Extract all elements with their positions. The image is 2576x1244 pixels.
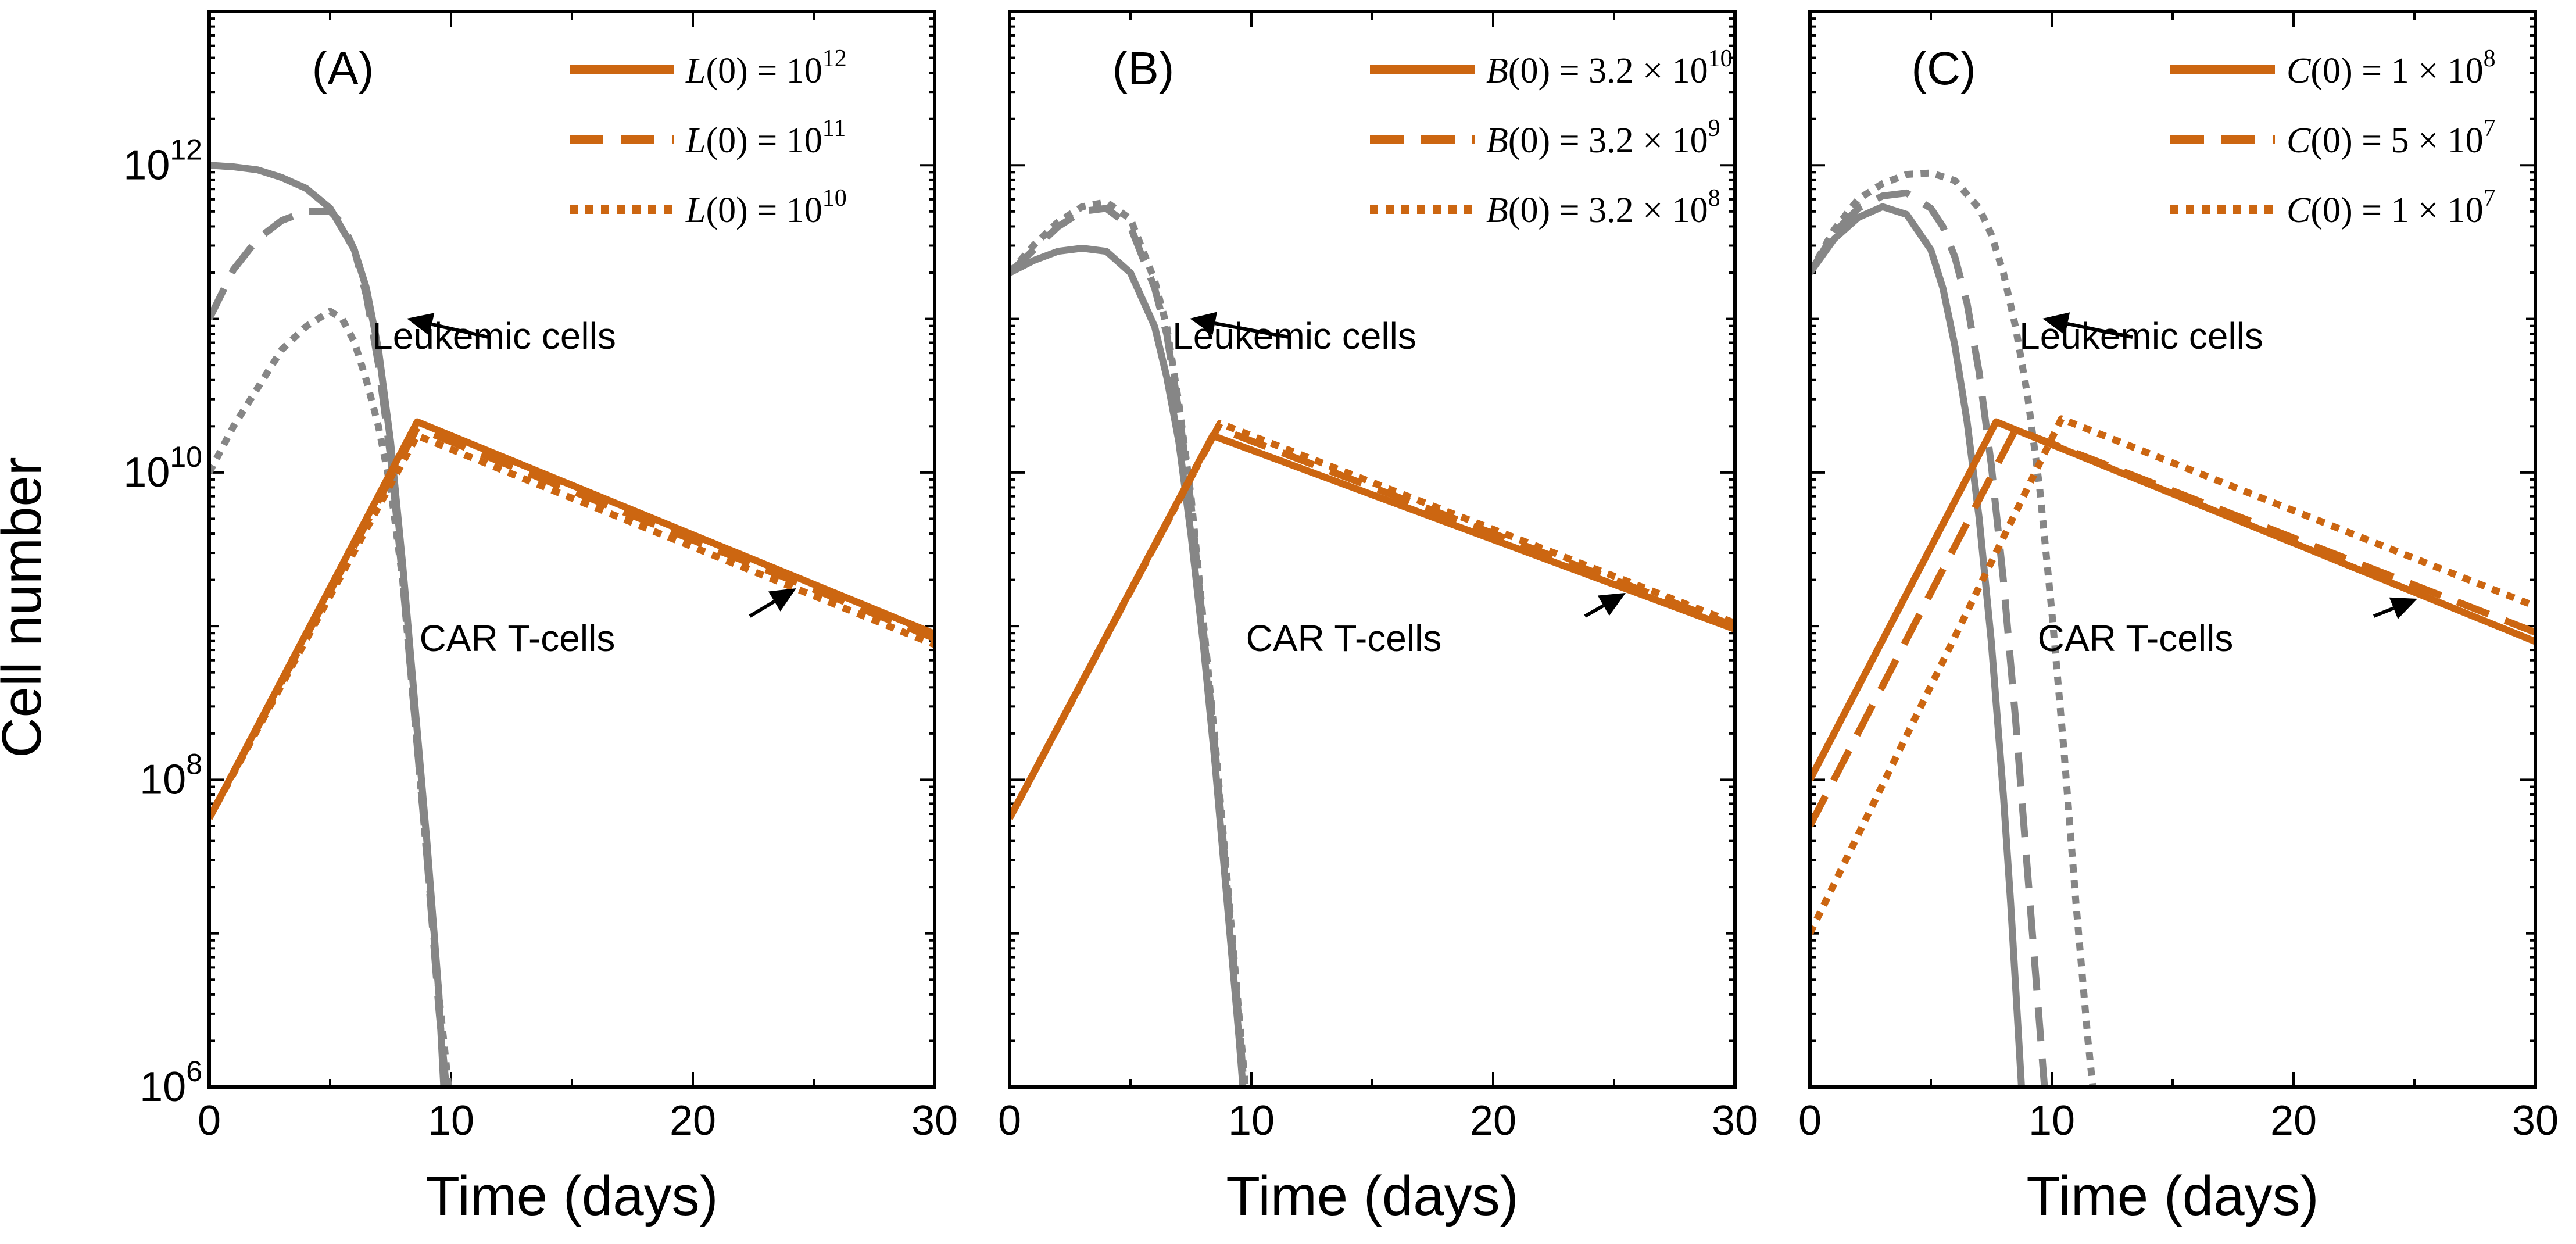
car-t-cells-annotation: CAR T-cells (1246, 617, 1442, 659)
leukemic-cells-annotation: Leukemic cells (372, 315, 616, 357)
leukemic-cells-dotted-line (1810, 169, 2096, 1087)
x-tick-label: 20 (2270, 1098, 2317, 1144)
car-t-cells-annotation: CAR T-cells (2038, 617, 2234, 659)
annotation-arrow (431, 322, 489, 339)
leukemic-cells-dotted-line (1010, 198, 1249, 1087)
arrow-head (2042, 312, 2070, 335)
panel-label: (B) (1112, 42, 1175, 94)
x-axis-label: Time (days) (1226, 1165, 1518, 1227)
legend-label: B(0) = 3.2 × 108 (1486, 185, 1720, 230)
car-t-cells-solid-line (1810, 418, 2535, 782)
car-t-cells-dotted-line (209, 432, 935, 820)
x-tick-label: 0 (1798, 1098, 1822, 1144)
leukemic-cells-annotation: Leukemic cells (1172, 315, 1416, 357)
panel-label: (C) (1911, 42, 1976, 94)
legend-label: L(0) = 1010 (685, 185, 847, 230)
y-tick-label: 1012 (123, 133, 202, 188)
x-tick-label: 10 (2028, 1098, 2075, 1144)
x-tick-label: 30 (2512, 1098, 2559, 1144)
legend-label: L(0) = 1011 (685, 115, 846, 160)
x-tick-label: 0 (998, 1098, 1021, 1144)
panel-label: (A) (312, 42, 374, 94)
x-tick-label: 0 (198, 1098, 221, 1144)
leukemic-cells-annotation: Leukemic cells (2019, 315, 2263, 357)
legend-label: L(0) = 1012 (685, 45, 847, 91)
leukemic-cells-dotted-line (209, 308, 452, 1087)
car-t-cells-dotted-line (1010, 420, 1735, 820)
arrow-head (1190, 312, 1217, 335)
leukemic-cells-dashed-line (1810, 189, 2048, 1087)
y-tick-label: 1010 (123, 441, 202, 496)
arrow-head (2389, 597, 2417, 619)
annotation-arrow (1214, 321, 1289, 339)
annotation-arrow (2373, 606, 2395, 618)
car-t-cells-dashed-line (209, 424, 935, 820)
leukemic-cells-dashed-line (209, 208, 450, 1087)
plot-frame (207, 10, 936, 1089)
arrow-head (407, 313, 435, 336)
y-tick-label: 106 (139, 1055, 202, 1110)
car-t-cells-dotted-line (1810, 415, 2535, 935)
leukemic-cells-solid-line (1010, 245, 1247, 1087)
x-tick-label: 30 (1712, 1098, 1758, 1144)
annotation-arrow (2067, 321, 2133, 339)
legend-label: B(0) = 3.2 × 109 (1486, 115, 1720, 160)
legend-label: C(0) = 1 × 108 (2287, 45, 2496, 91)
x-axis-label: Time (days) (2026, 1165, 2319, 1227)
car-t-cells-dashed-line (1810, 426, 2535, 828)
legend-label: C(0) = 1 × 107 (2287, 185, 2496, 230)
annotation-arrow (749, 600, 775, 618)
panel-a: 0 10 20 30 106 108 1010 1012 Time (days) (A) L(0) … (123, 10, 958, 1227)
plot-frame (1008, 10, 1737, 1089)
annotation-arrow (1584, 604, 1605, 618)
car-t-cells-annotation: CAR T-cells (420, 617, 616, 659)
y-axis-label: Cell number (0, 457, 53, 758)
legend-label: B(0) = 3.2 × 1010 (1486, 45, 1733, 91)
panel-c: 0 10 20 30 Time (days) (C) C(0) = 1 × 108 C(0) … (1798, 10, 2559, 1227)
x-tick-label: 30 (911, 1098, 958, 1144)
plot-frame (1808, 10, 2537, 1089)
y-tick-label: 108 (139, 748, 202, 803)
x-axis-label: Time (days) (425, 1165, 718, 1227)
x-tick-label: 20 (670, 1098, 716, 1144)
leukemic-cells-solid-line (1810, 203, 2025, 1087)
panel-b: 0 10 20 30 Time (days) (B) B(0) = 3.2 × 1010 B(… (998, 10, 1758, 1227)
x-tick-label: 10 (428, 1098, 474, 1144)
x-tick-label: 10 (1228, 1098, 1275, 1144)
x-tick-label: 20 (1470, 1098, 1516, 1144)
arrow-head (768, 588, 796, 612)
arrow-head (1597, 593, 1626, 616)
legend-label: C(0) = 5 × 107 (2287, 115, 2496, 160)
